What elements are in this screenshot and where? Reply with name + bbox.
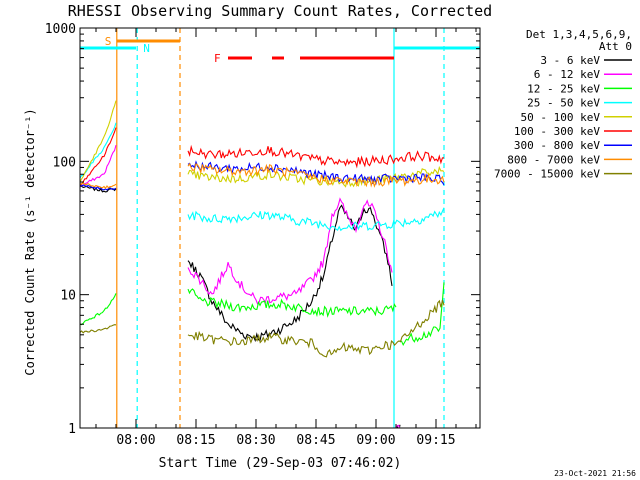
flag-f-label: F xyxy=(214,52,221,65)
legend-label: 25 - 50 keV xyxy=(527,97,600,110)
legend-label: 800 - 7000 keV xyxy=(507,153,600,166)
series-line-4 xyxy=(80,100,445,188)
x-tick-label: 09:15 xyxy=(416,433,455,448)
timestamp: 23-Oct-2021 21:56 xyxy=(554,469,636,478)
plot-area: S N F xyxy=(80,28,480,428)
legend-label: 6 - 12 keV xyxy=(534,68,601,81)
legend-label: 3 - 6 keV xyxy=(540,54,600,67)
x-tick-label: 08:00 xyxy=(116,433,155,448)
y-tick-label: 100 xyxy=(53,155,76,170)
legend-label: 7000 - 15000 keV xyxy=(494,168,600,181)
x-tick-label: 08:30 xyxy=(236,433,275,448)
legend-header: Att 0 xyxy=(599,40,632,53)
y-tick-label: 10 xyxy=(60,289,76,304)
legend-label: 300 - 800 keV xyxy=(514,139,600,152)
flag-n-label: N xyxy=(143,42,150,55)
x-tick-label: 08:15 xyxy=(176,433,215,448)
series-line-1 xyxy=(80,144,401,428)
flag-s-label: S xyxy=(105,35,112,48)
plot-frame xyxy=(79,27,481,429)
series-line-8 xyxy=(80,299,445,358)
legend-label: 50 - 100 keV xyxy=(521,111,601,124)
series-line-7 xyxy=(80,162,445,190)
legend-label: 100 - 300 keV xyxy=(514,125,600,138)
series-line-5 xyxy=(80,127,445,187)
series-line-2 xyxy=(80,282,445,347)
chart-title: RHESSI Observing Summary Count Rates, Co… xyxy=(68,2,492,20)
series-line-3 xyxy=(80,122,445,232)
y-axis-label: Corrected Count Rate (s⁻¹ detector⁻¹) xyxy=(23,108,37,375)
x-axis-label: Start Time (29-Sep-03 07:46:02) xyxy=(159,456,402,471)
y-tick-label: 1000 xyxy=(45,22,76,37)
y-tick-label: 1 xyxy=(68,422,76,437)
axes: 1 10 100 1000 08:00 08:15 08:30 08:45 09:00 09:15 xyxy=(45,22,481,448)
x-tick-label: 08:45 xyxy=(296,433,335,448)
legend-header: Det 1,3,4,5,6,9, xyxy=(526,28,632,41)
series-group xyxy=(80,100,445,428)
legend-label: 12 - 25 keV xyxy=(527,82,600,95)
x-tick-label: 09:00 xyxy=(356,433,395,448)
